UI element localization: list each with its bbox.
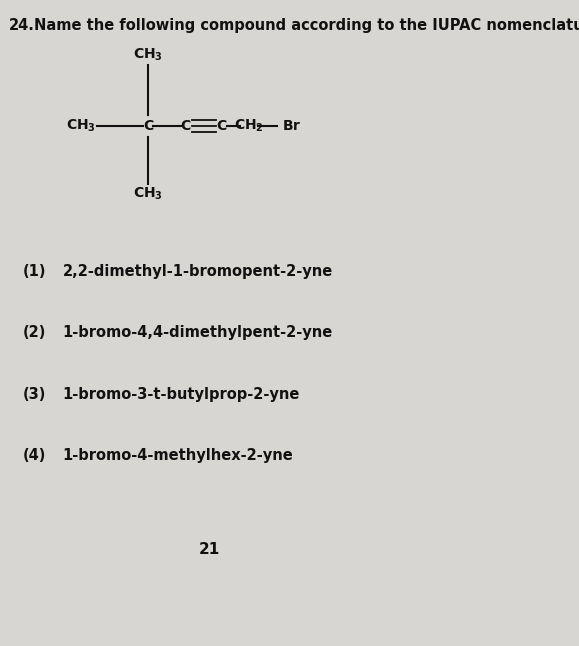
Text: 1-bromo-4-methylhex-2-yne: 1-bromo-4-methylhex-2-yne — [63, 448, 294, 463]
Text: (3): (3) — [23, 386, 46, 402]
Text: $\mathbf{C}$: $\mathbf{C}$ — [216, 119, 228, 133]
Text: $\mathbf{CH_2}$: $\mathbf{CH_2}$ — [234, 118, 263, 134]
Text: (4): (4) — [23, 448, 46, 463]
Text: $\mathbf{C}$: $\mathbf{C}$ — [143, 119, 154, 133]
Text: $\mathbf{CH_3}$: $\mathbf{CH_3}$ — [134, 47, 163, 63]
Text: (1): (1) — [23, 264, 46, 279]
Text: 1-bromo-4,4-dimethylpent-2-yne: 1-bromo-4,4-dimethylpent-2-yne — [63, 325, 333, 340]
Text: (2): (2) — [23, 325, 46, 340]
Text: 1-bromo-3-t-butylprop-2-yne: 1-bromo-3-t-butylprop-2-yne — [63, 386, 300, 402]
Text: $\mathbf{C}$: $\mathbf{C}$ — [181, 119, 192, 133]
Text: 21: 21 — [199, 541, 219, 557]
Text: Name the following compound according to the IUPAC nomenclature:: Name the following compound according to… — [34, 18, 579, 33]
Text: 24.: 24. — [9, 18, 35, 33]
Text: $\mathbf{Br}$: $\mathbf{Br}$ — [283, 119, 302, 133]
Text: $\mathbf{CH_3}$: $\mathbf{CH_3}$ — [134, 186, 163, 202]
Text: 2,2-dimethyl-1-bromopent-2-yne: 2,2-dimethyl-1-bromopent-2-yne — [63, 264, 333, 279]
Text: $\mathbf{CH_3}$: $\mathbf{CH_3}$ — [66, 118, 96, 134]
